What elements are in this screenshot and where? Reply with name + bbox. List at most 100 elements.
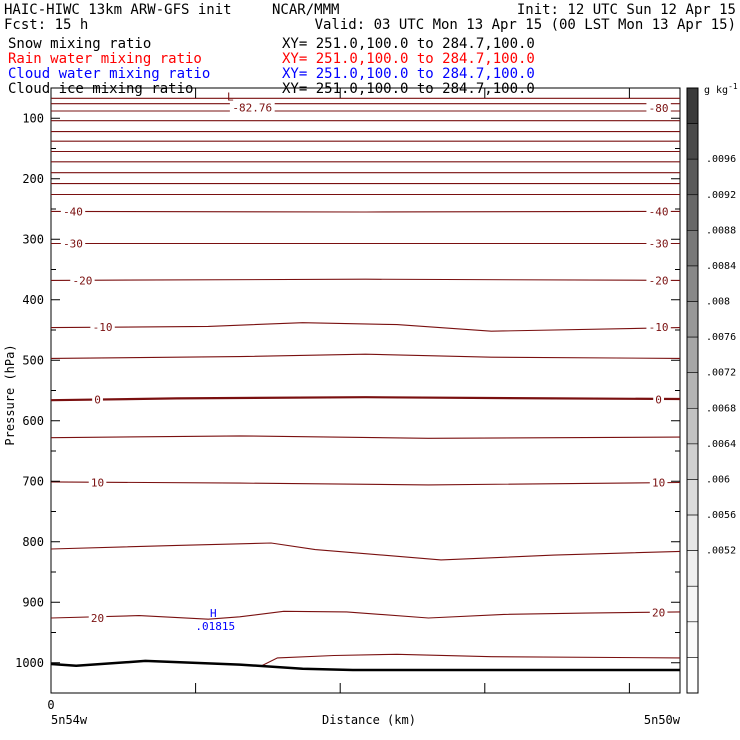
header-init-time: Init: 12 UTC Sun 12 Apr 15: [517, 2, 736, 18]
contour-label-bg-15: [649, 606, 668, 619]
contour-label-7: -20: [649, 274, 669, 287]
field-xy-0: XY= 251.0,100.0 to 284.7,100.0: [282, 36, 535, 52]
colorbar-label-10: .0056: [706, 510, 736, 521]
colorbar-cell-5: [686, 265, 699, 302]
colorbar-cell-14: [686, 585, 699, 623]
header-center: NCAR/MMM: [272, 2, 339, 18]
field-name-2: Cloud water mixing ratio: [8, 66, 210, 82]
contour-label-bg-5: [646, 237, 671, 250]
y-tick-label-900: 900: [22, 595, 44, 609]
x-start-location-label: 5n54w: [51, 713, 88, 727]
colorbar-cell-10: [686, 443, 699, 480]
field-name-1: Rain water mixing ratio: [8, 51, 202, 67]
contour-line-19: [50, 542, 681, 561]
contour-label-3: -40: [649, 205, 669, 218]
colorbar: .0096 .0092 .0088 .0084 .008 .0076 .0072 .0068.…: [686, 82, 738, 694]
contour-label-15: 20: [652, 607, 665, 620]
y-tick-label-1000: 1000: [15, 656, 44, 670]
plot-area: -82.76 -80 -40 -40 -30 -30 -20 -20 -10 -10 0 0 10 10 2…: [15, 87, 681, 694]
contour-label-13: 10: [652, 476, 665, 489]
colorbar-label-4: .008: [706, 297, 730, 308]
y-tick-label-600: 600: [22, 414, 44, 428]
colorbar-label-1: .0092: [706, 190, 736, 201]
colorbar-label-11: .0052: [706, 546, 736, 557]
colorbar-label-7: .0068: [706, 403, 736, 414]
colorbar-label-5: .0076: [706, 332, 736, 343]
colorbar-cell-6: [686, 301, 699, 338]
contour-lines: [50, 97, 681, 667]
y-tick-label-800: 800: [22, 535, 44, 549]
colorbar-cell-8: [686, 372, 699, 409]
x-end-location-label: 5n50w: [644, 713, 681, 727]
x-axis-label: Distance (km): [322, 713, 416, 727]
header: HAIC-HIWC 13km ARW-GFS init NCAR/MMM Ini…: [4, 2, 736, 97]
field-xy-1: XY= 251.0,100.0 to 284.7,100.0: [282, 51, 535, 67]
contour-label-bg-0: [229, 101, 275, 114]
header-valid-time: Valid: 03 UTC Mon 13 Apr 15 (00 LST Mon …: [315, 17, 736, 33]
colorbar-cell-13: [686, 550, 699, 587]
colorbar-label-0: .0096: [706, 154, 736, 165]
x-axis-ticks: [50, 88, 630, 693]
colorbar-label-3: .0084: [706, 261, 736, 272]
contour-label-bg-6: [70, 274, 95, 287]
contour-label-bg-8: [90, 320, 115, 333]
y-tick-label-700: 700: [22, 474, 44, 488]
contour-labels: -82.76 -80 -40 -40 -30 -30 -20 -20 -10 -10 0 0 10 10 2…: [60, 101, 671, 625]
contour-label-10: 0: [94, 394, 101, 407]
colorbar-cell-11: [686, 479, 699, 516]
colorbar-cell-1: [686, 123, 699, 160]
contour-label-bg-13: [649, 476, 668, 489]
contour-line-16: [50, 396, 681, 402]
colorbar-label-2: .0088: [706, 225, 736, 236]
colorbar-unit-text: g kg: [704, 85, 728, 96]
y-tick-label-200: 200: [22, 172, 44, 186]
colorbar-cell-2: [686, 158, 699, 196]
contour-label-4: -30: [63, 237, 83, 250]
contour-label-bg-12: [88, 476, 107, 489]
contour-line-18: [50, 481, 681, 486]
contour-label-8: -10: [93, 321, 113, 334]
contour-label-2: -40: [63, 205, 83, 218]
colorbar-label-8: .0064: [706, 439, 736, 450]
extremum-l-marker: L: [227, 90, 234, 103]
contour-line-15: [50, 353, 681, 359]
contour-label-12: 10: [91, 476, 104, 489]
contour-label-bg-3: [646, 205, 671, 218]
colorbar-cell-9: [686, 407, 699, 445]
contour-label-bg-10: [92, 393, 103, 406]
contour-label-bg-1: [646, 101, 671, 114]
y-tick-label-300: 300: [22, 232, 44, 246]
colorbar-cell-12: [686, 514, 699, 551]
y-tick-label-100: 100: [22, 111, 44, 125]
colorbar-label-9: .006: [706, 474, 730, 485]
x-tick-label-zero: 0: [47, 698, 54, 712]
terrain-surface-line: [50, 659, 680, 672]
contour-label-bg-11: [653, 393, 665, 406]
y-axis-label: Pressure (hPa): [3, 344, 17, 445]
contour-label-bg-9: [646, 320, 671, 333]
contour-label-9: -10: [649, 321, 669, 334]
y-tick-label-400: 400: [22, 293, 44, 307]
colorbar-cell-3: [686, 194, 699, 231]
extremum-h-marker: H: [210, 607, 217, 620]
contour-label-14: 20: [91, 612, 104, 625]
colorbar-cell-15: [686, 621, 699, 658]
colorbar-unit: g kg-1: [704, 82, 738, 96]
colorbar-cell-4: [686, 230, 699, 267]
contour-label-0: -82.76: [232, 101, 272, 114]
contour-line-21: [261, 653, 681, 667]
contour-line-17: [50, 435, 681, 439]
colorbar-unit-exponent: -1: [728, 82, 738, 91]
colorbar-cell-7: [686, 336, 699, 374]
colorbar-cell-16: [686, 657, 699, 694]
contour-label-bg-2: [60, 205, 86, 218]
contour-label-11: 0: [655, 394, 662, 407]
colorbar-cell-0: [686, 87, 699, 124]
contour-label-6: -20: [73, 274, 93, 287]
contour-line-13: [50, 278, 681, 281]
header-model-title: HAIC-HIWC 13km ARW-GFS init: [4, 2, 232, 18]
plot-frame: [50, 87, 681, 694]
header-forecast-hour: Fcst: 15 h: [4, 17, 88, 33]
contour-line-14: [50, 322, 681, 332]
